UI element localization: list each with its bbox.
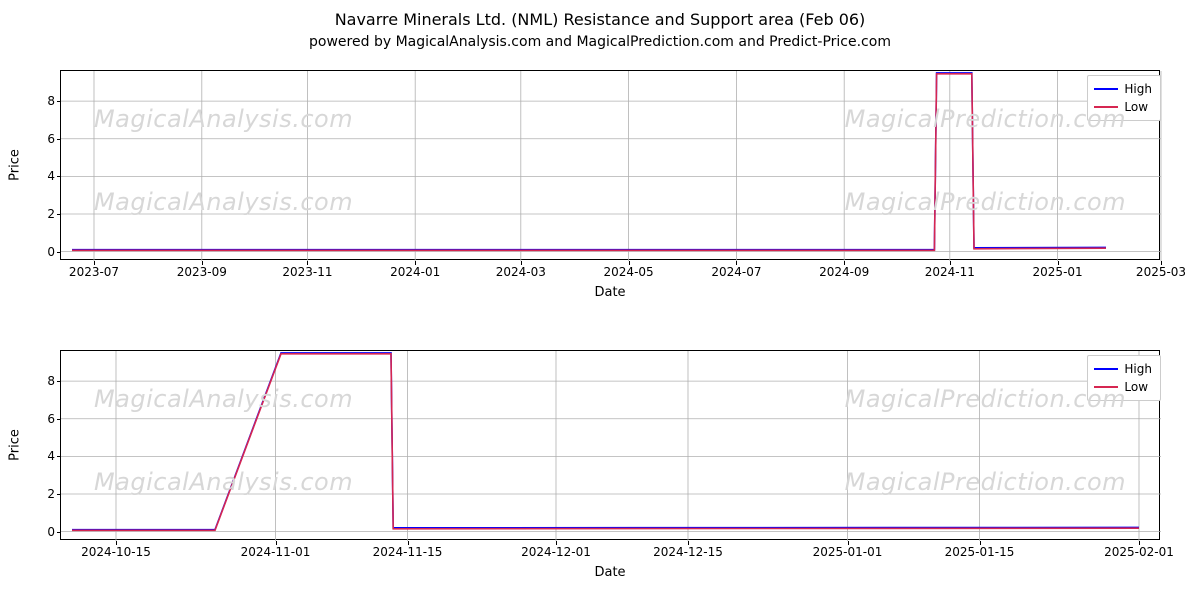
x-axis-label: Date <box>594 285 625 300</box>
legend: High Low <box>1087 355 1161 401</box>
legend: High Low <box>1087 75 1161 121</box>
series-high <box>72 73 1106 250</box>
series-high <box>72 353 1139 530</box>
chart-title: Navarre Minerals Ltd. (NML) Resistance a… <box>0 10 1200 29</box>
chart-subtitle: powered by MagicalAnalysis.com and Magic… <box>0 34 1200 50</box>
legend-label: Low <box>1124 380 1148 394</box>
legend-item: Low <box>1094 378 1152 396</box>
legend-label: Low <box>1124 100 1148 114</box>
legend-item: High <box>1094 80 1152 98</box>
plot-area <box>61 351 1161 541</box>
legend-label: High <box>1124 362 1152 376</box>
chart-panel-bottom: 024682024-10-152024-11-012024-11-152024-… <box>60 350 1160 540</box>
series-low <box>72 74 1106 250</box>
x-axis-label: Date <box>594 565 625 580</box>
y-axis-label: Price <box>8 149 23 181</box>
legend-label: High <box>1124 82 1152 96</box>
legend-item: High <box>1094 360 1152 378</box>
legend-swatch <box>1094 386 1118 388</box>
chart-panel-top: 024682023-072023-092023-112024-012024-03… <box>60 70 1160 260</box>
series-low <box>72 354 1139 530</box>
legend-swatch <box>1094 88 1118 90</box>
legend-swatch <box>1094 106 1118 108</box>
legend-item: Low <box>1094 98 1152 116</box>
legend-swatch <box>1094 368 1118 370</box>
plot-area <box>61 71 1161 261</box>
y-axis-label: Price <box>8 429 23 461</box>
figure: Navarre Minerals Ltd. (NML) Resistance a… <box>0 0 1200 600</box>
